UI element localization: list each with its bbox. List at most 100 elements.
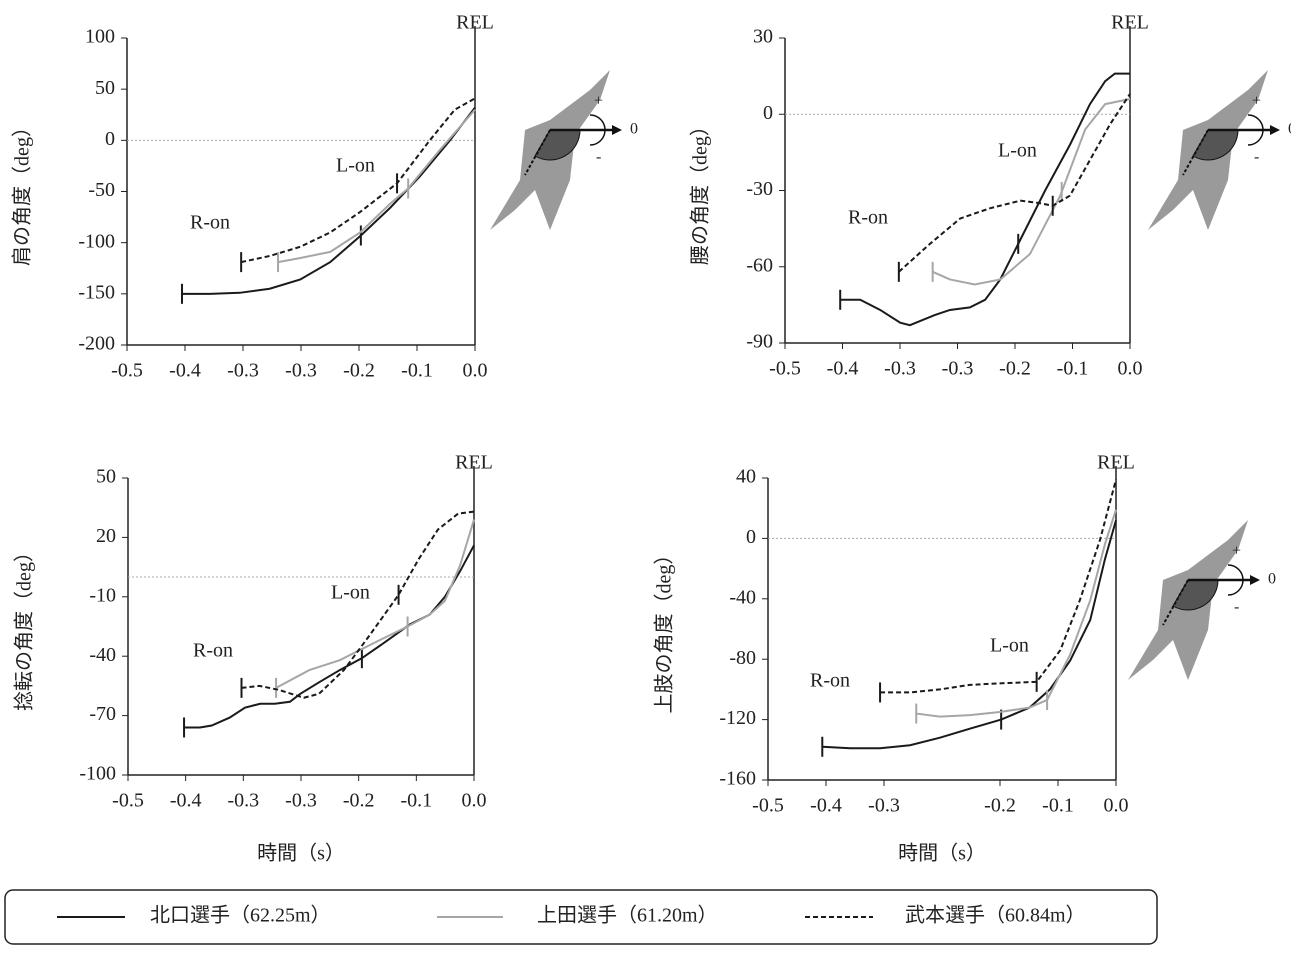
x-tick-label: -0.2 <box>984 795 1016 817</box>
legend-box <box>4 889 1158 945</box>
angle-wedge <box>534 129 581 161</box>
series-line <box>880 479 1117 694</box>
rot-arrow <box>1247 114 1264 146</box>
x-tick-label: -0.3 <box>868 795 900 817</box>
icon-minus: - <box>596 149 601 166</box>
icon-minus: - <box>1234 599 1239 616</box>
icon-plus: + <box>594 93 603 110</box>
series-line <box>275 519 475 689</box>
x-tick-label: -0.5 <box>111 360 143 382</box>
x-axis-label: 時間（s） <box>898 842 986 865</box>
x-tick-label: -0.2 <box>343 360 375 382</box>
x-tick-label: -0.4 <box>170 790 202 812</box>
r-on-label: R-on <box>190 212 230 234</box>
rot-arrow <box>589 114 606 146</box>
arrow-head <box>1270 125 1280 135</box>
x-tick-label: -0.3 <box>285 790 317 812</box>
y-tick-label: -70 <box>89 703 116 725</box>
series-line <box>898 93 1131 273</box>
y-tick-label: 40 <box>736 466 756 488</box>
series-line <box>184 544 475 729</box>
series-line <box>241 510 475 699</box>
y-tick-label: 100 <box>85 26 115 48</box>
icon-zero: 0 <box>630 121 638 138</box>
y-tick-label: -80 <box>729 647 756 669</box>
rel-label: REL <box>1097 452 1135 474</box>
y-tick-label: -200 <box>78 333 115 355</box>
y-tick-label: -100 <box>78 230 115 252</box>
x-tick-label: -0.4 <box>810 795 842 817</box>
x-tick-label: 0.0 <box>462 790 487 812</box>
y-axis-label: 捻転の角度（deg） <box>13 542 36 711</box>
y-axis-label: 肩の角度（deg） <box>11 117 34 266</box>
y-tick-label: 20 <box>96 525 116 547</box>
arrow-head <box>1250 575 1260 585</box>
legend-label: 北口選手（62.25m） <box>150 904 331 927</box>
icon-minus: - <box>1254 149 1259 166</box>
y-tick-label: 0 <box>763 102 773 124</box>
series-line <box>181 106 476 295</box>
x-tick-label: -0.3 <box>942 358 974 380</box>
series-line <box>840 72 1130 327</box>
x-tick-label: -0.2 <box>999 358 1031 380</box>
l-on-label: L-on <box>990 635 1029 657</box>
l-on-label: L-on <box>331 582 370 604</box>
x-tick-label: -0.5 <box>112 790 144 812</box>
x-tick-label: 0.0 <box>463 360 488 382</box>
y-tick-label: -10 <box>89 584 116 606</box>
x-tick-label: -0.1 <box>401 360 433 382</box>
x-tick-label: -0.2 <box>343 790 375 812</box>
y-axis-label: 上肢の角度（deg） <box>653 545 676 714</box>
series-line <box>277 108 476 264</box>
rel-label: REL <box>456 12 494 34</box>
x-tick-label: 0.0 <box>1118 358 1143 380</box>
icon-plus: + <box>1252 93 1261 110</box>
icon-zero: 0 <box>1268 571 1276 588</box>
legend-label: 武本選手（60.84m） <box>905 904 1086 927</box>
y-tick-label: -40 <box>729 586 756 608</box>
r-on-label: R-on <box>193 640 233 662</box>
x-tick-label: -0.4 <box>827 358 859 380</box>
y-tick-label: -160 <box>719 768 756 790</box>
y-tick-label: 0 <box>746 526 756 548</box>
series-line <box>932 98 1131 286</box>
y-tick-label: -120 <box>719 707 756 729</box>
series-line <box>822 520 1117 750</box>
arrow-head <box>612 125 622 135</box>
icon-plus: + <box>1232 543 1241 560</box>
x-tick-label: -0.5 <box>752 795 784 817</box>
series-line <box>916 509 1117 718</box>
x-tick-label: -0.3 <box>884 358 916 380</box>
icon-zero: 0 <box>1288 121 1291 138</box>
x-axis-label: 時間（s） <box>257 842 345 865</box>
y-tick-label: -50 <box>88 179 115 201</box>
y-tick-label: -90 <box>746 331 773 353</box>
x-tick-label: -0.5 <box>769 358 801 380</box>
series-line <box>240 97 476 264</box>
seg-arrow <box>1182 129 1209 176</box>
x-tick-label: -0.3 <box>227 360 259 382</box>
rot-arrow <box>1227 564 1244 596</box>
angle-wedge <box>1192 129 1239 161</box>
x-tick-label: -0.1 <box>1057 358 1089 380</box>
y-tick-label: 30 <box>753 26 773 48</box>
l-on-label: L-on <box>336 155 375 177</box>
y-tick-label: 0 <box>105 128 115 150</box>
y-axis-label: 腰の角度（deg） <box>689 116 712 265</box>
x-tick-label: 0.0 <box>1104 795 1129 817</box>
x-tick-label: -0.1 <box>400 790 432 812</box>
y-tick-label: -100 <box>79 763 116 785</box>
x-tick-label: -0.1 <box>1042 795 1074 817</box>
rel-label: REL <box>1111 12 1149 34</box>
rel-label: REL <box>455 452 493 474</box>
x-tick-label: -0.3 <box>285 360 317 382</box>
angle-wedge <box>1172 579 1219 611</box>
seg-arrow <box>524 129 551 176</box>
seg-arrow <box>1162 579 1189 626</box>
y-tick-label: 50 <box>96 466 116 488</box>
r-on-label: R-on <box>810 670 850 692</box>
l-on-label: L-on <box>998 140 1037 162</box>
legend-label: 上田選手（61.20m） <box>537 904 718 927</box>
x-tick-label: -0.4 <box>169 360 201 382</box>
